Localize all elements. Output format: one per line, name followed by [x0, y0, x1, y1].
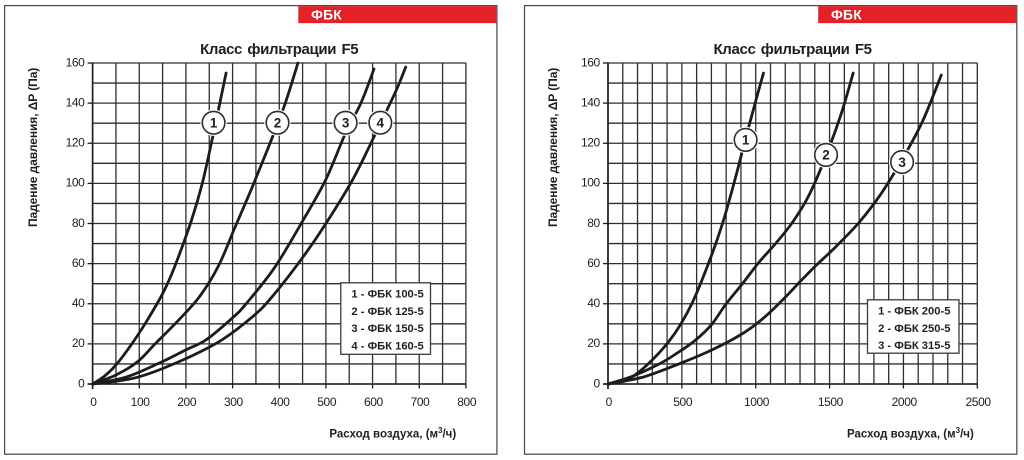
svg-text:2000: 2000 [892, 395, 918, 409]
svg-text:500: 500 [673, 395, 693, 409]
svg-text:200: 200 [177, 395, 197, 409]
svg-text:80: 80 [72, 216, 85, 230]
svg-text:0: 0 [78, 376, 85, 390]
svg-text:800: 800 [457, 395, 477, 409]
svg-text:Класс фильтрации F5: Класс фильтрации F5 [713, 41, 871, 58]
svg-text:4: 4 [377, 116, 385, 131]
svg-text:3 - ФБК 315-5: 3 - ФБК 315-5 [878, 340, 950, 352]
svg-text:2: 2 [274, 116, 282, 131]
svg-text:Падение давления, ΔP (Па): Падение давления, ΔP (Па) [26, 68, 40, 227]
svg-text:160: 160 [581, 55, 601, 69]
svg-text:ФБК: ФБК [831, 7, 862, 22]
svg-text:2: 2 [822, 148, 830, 163]
svg-text:400: 400 [271, 395, 291, 409]
svg-text:ФБК: ФБК [311, 7, 342, 22]
svg-text:600: 600 [364, 395, 384, 409]
svg-text:1 - ФБК 100-5: 1 - ФБК 100-5 [351, 289, 423, 301]
svg-text:120: 120 [66, 136, 86, 150]
svg-text:Расход воздуха, (м3/ч): Расход воздуха, (м3/ч) [329, 426, 456, 441]
svg-text:1 - ФБК 200-5: 1 - ФБК 200-5 [878, 306, 950, 318]
svg-text:1500: 1500 [818, 395, 844, 409]
svg-text:100: 100 [66, 176, 86, 190]
svg-text:1: 1 [742, 133, 750, 148]
svg-text:3: 3 [342, 116, 350, 131]
svg-text:Падение давления, ΔP (Па): Падение давления, ΔP (Па) [546, 68, 560, 227]
svg-text:700: 700 [411, 395, 431, 409]
svg-text:3 - ФБК 150-5: 3 - ФБК 150-5 [351, 323, 423, 335]
svg-text:0: 0 [606, 395, 613, 409]
svg-text:120: 120 [581, 136, 601, 150]
svg-text:100: 100 [581, 176, 601, 190]
svg-text:20: 20 [587, 336, 600, 350]
svg-text:1: 1 [210, 116, 218, 131]
svg-text:60: 60 [72, 256, 85, 270]
svg-text:Класс фильтрации F5: Класс фильтрации F5 [200, 41, 358, 58]
svg-text:40: 40 [587, 296, 600, 310]
svg-text:40: 40 [72, 296, 85, 310]
svg-text:140: 140 [66, 95, 86, 109]
svg-text:2 - ФБК 250-5: 2 - ФБК 250-5 [878, 323, 950, 335]
svg-text:1000: 1000 [744, 395, 770, 409]
svg-text:160: 160 [66, 55, 86, 69]
svg-text:80: 80 [587, 216, 600, 230]
svg-text:20: 20 [72, 336, 85, 350]
svg-text:300: 300 [224, 395, 244, 409]
svg-text:140: 140 [581, 95, 601, 109]
svg-text:500: 500 [317, 395, 337, 409]
svg-text:Расход воздуха, (м3/ч): Расход воздуха, (м3/ч) [847, 426, 974, 441]
svg-text:3: 3 [898, 155, 906, 170]
svg-text:2500: 2500 [966, 395, 992, 409]
svg-text:2 - ФБК 125-5: 2 - ФБК 125-5 [351, 306, 423, 318]
svg-text:0: 0 [594, 376, 601, 390]
svg-text:4 - ФБК 160-5: 4 - ФБК 160-5 [351, 341, 423, 353]
svg-text:60: 60 [587, 256, 600, 270]
svg-text:100: 100 [131, 395, 151, 409]
svg-text:0: 0 [90, 395, 97, 409]
